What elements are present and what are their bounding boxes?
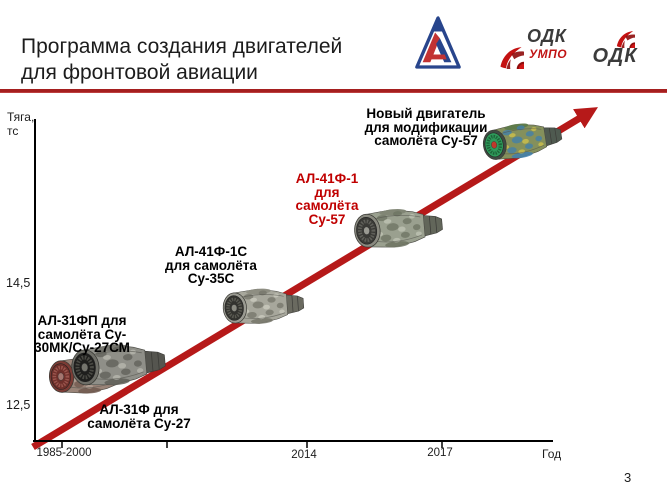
engine-label-al-31f: АЛ-31Ф для самолёта Су-27 — [87, 402, 191, 431]
lyulka-triangle-logo-icon — [415, 16, 461, 69]
slide-title: Программа создания двигателей для фронто… — [21, 34, 421, 86]
odk-logo-text: ОДК — [592, 45, 638, 67]
odk-swirl-icon — [595, 8, 635, 48]
umpo-logo-umpo-label: УМПО — [529, 47, 568, 61]
x-tick-2017: 2017 — [427, 447, 453, 459]
engine-label-al-41f-1s: АЛ-41Ф-1С для самолёта Су-35С — [165, 244, 257, 286]
umpo-swirl-icon — [472, 17, 524, 69]
slide-title-line1: Программа создания двигателей — [21, 35, 343, 59]
engine-label-al-41f-1-highlight: АЛ-41Ф-1 для самолёта Су-57 — [295, 171, 359, 227]
x-axis-label: Год — [542, 447, 562, 461]
engine-label-al-31fp: АЛ-31ФП для самолёта Су- 30МК/Су-27СМ — [34, 313, 130, 355]
engine-image-new-su57 — [475, 112, 569, 168]
x-tick-2014: 2014 — [291, 449, 317, 461]
umpo-logo-text: ОДК УМПО — [527, 27, 567, 60]
slide-title-line2: для фронтовой авиации — [21, 61, 258, 85]
page-number: 3 — [624, 470, 632, 485]
engine-image-al-41f-1s — [217, 281, 310, 331]
y-tick-14-5: 14,5 — [6, 276, 31, 290]
x-tick-1985-2000: 1985-2000 — [36, 447, 92, 459]
x-axis-ticks — [61, 441, 443, 448]
engine-label-new-engine: Новый двигатель для модификации самолёта… — [364, 106, 488, 148]
umpo-logo-odk-label: ОДК — [527, 26, 567, 46]
thrust-axis-label: Тяга, тс — [7, 110, 35, 138]
header-divider — [0, 89, 667, 93]
y-tick-12-5: 12,5 — [6, 398, 31, 412]
